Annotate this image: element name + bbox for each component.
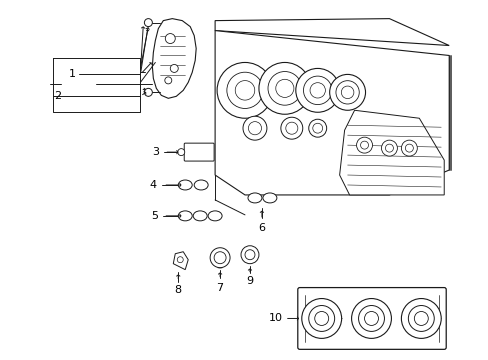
Ellipse shape	[178, 211, 192, 221]
Ellipse shape	[247, 193, 262, 203]
Circle shape	[358, 306, 384, 332]
Polygon shape	[215, 31, 448, 195]
Text: 1: 1	[69, 69, 76, 80]
Circle shape	[144, 88, 152, 96]
Polygon shape	[215, 19, 448, 45]
Circle shape	[407, 306, 433, 332]
Text: 10: 10	[268, 314, 282, 324]
Circle shape	[360, 141, 368, 149]
Circle shape	[308, 119, 326, 137]
Circle shape	[401, 298, 440, 338]
Circle shape	[301, 298, 341, 338]
Circle shape	[280, 117, 302, 139]
Circle shape	[275, 79, 293, 98]
Circle shape	[364, 311, 378, 325]
Ellipse shape	[208, 211, 222, 221]
Text: 8: 8	[174, 284, 182, 294]
Circle shape	[241, 246, 259, 264]
Circle shape	[341, 86, 353, 99]
Circle shape	[385, 144, 393, 152]
Polygon shape	[152, 19, 196, 98]
Circle shape	[165, 33, 175, 44]
Text: 5: 5	[150, 211, 158, 221]
Circle shape	[351, 298, 390, 338]
Circle shape	[178, 149, 184, 156]
Ellipse shape	[193, 211, 207, 221]
Text: 4: 4	[149, 180, 157, 190]
Circle shape	[267, 72, 301, 105]
Circle shape	[210, 248, 229, 268]
Text: 9: 9	[246, 276, 253, 285]
Circle shape	[314, 311, 328, 325]
Circle shape	[308, 306, 334, 332]
Text: 2: 2	[54, 91, 61, 101]
Circle shape	[248, 122, 261, 135]
Circle shape	[235, 81, 254, 100]
FancyBboxPatch shape	[184, 143, 214, 161]
Text: 6: 6	[258, 223, 265, 233]
Ellipse shape	[263, 193, 276, 203]
Circle shape	[285, 122, 297, 134]
Ellipse shape	[178, 180, 192, 190]
Circle shape	[214, 252, 225, 264]
Circle shape	[217, 62, 272, 118]
Text: 3: 3	[152, 147, 159, 157]
Circle shape	[170, 64, 178, 72]
Circle shape	[309, 83, 325, 98]
Circle shape	[335, 81, 359, 104]
Text: 7: 7	[216, 283, 223, 293]
Circle shape	[164, 77, 171, 84]
FancyBboxPatch shape	[297, 288, 446, 349]
Circle shape	[295, 68, 339, 112]
Circle shape	[405, 144, 412, 152]
Circle shape	[243, 116, 266, 140]
Circle shape	[413, 311, 427, 325]
Circle shape	[401, 140, 416, 156]
Circle shape	[177, 257, 183, 263]
Circle shape	[144, 19, 152, 27]
Circle shape	[226, 72, 263, 108]
Circle shape	[244, 250, 254, 260]
Circle shape	[381, 140, 397, 156]
Polygon shape	[173, 252, 188, 270]
Circle shape	[312, 123, 322, 133]
Ellipse shape	[194, 180, 208, 190]
Circle shape	[329, 75, 365, 110]
Circle shape	[356, 137, 372, 153]
Polygon shape	[339, 110, 443, 195]
Circle shape	[259, 62, 310, 114]
Circle shape	[303, 76, 331, 105]
